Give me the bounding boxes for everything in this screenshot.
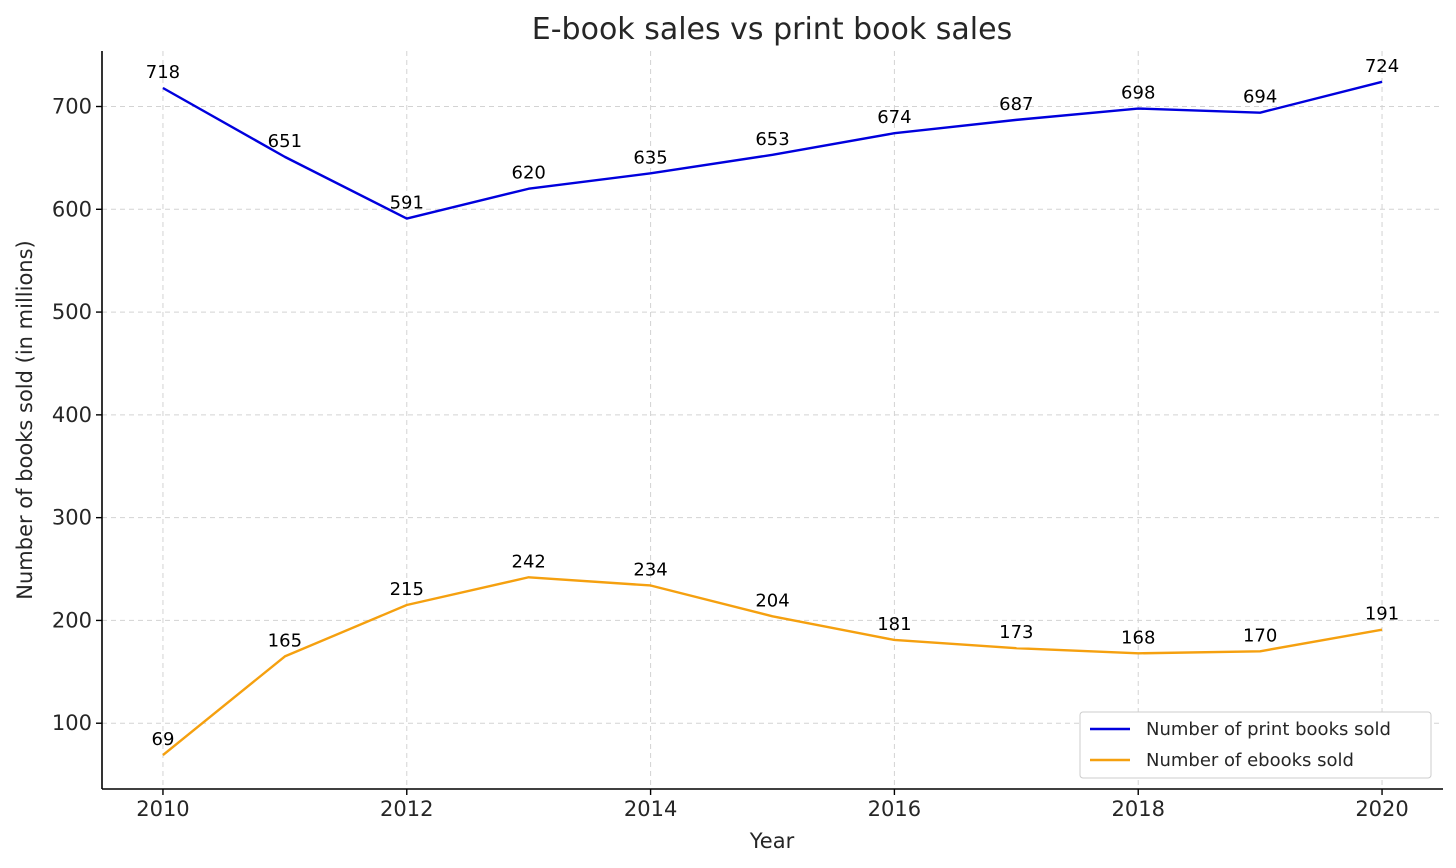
legend-label-ebooks: Number of ebooks sold bbox=[1146, 750, 1354, 771]
data-label: 651 bbox=[268, 131, 302, 152]
x-tick-label: 2020 bbox=[1355, 797, 1408, 821]
x-tick-label: 2010 bbox=[136, 797, 189, 821]
data-label: 181 bbox=[877, 614, 911, 635]
data-label: 687 bbox=[999, 94, 1033, 115]
legend-label-print: Number of print books sold bbox=[1146, 719, 1391, 740]
y-tick-label: 700 bbox=[52, 95, 92, 119]
x-tick-label: 2018 bbox=[1112, 797, 1165, 821]
y-axis-label: Number of books sold (in millions) bbox=[13, 240, 37, 599]
data-label: 69 bbox=[152, 729, 175, 750]
x-tick-label: 2014 bbox=[624, 797, 677, 821]
data-label: 165 bbox=[268, 630, 302, 651]
legend: Number of print books sold Number of ebo… bbox=[1079, 711, 1432, 779]
axes-layer: 2010 2012 2014 2016 2018 2020 100 200 300 400 500 6… bbox=[52, 51, 1443, 821]
x-tick-label: 2012 bbox=[380, 797, 433, 821]
x-axis-label: Year bbox=[749, 829, 795, 853]
series-line-print-books bbox=[162, 80, 1383, 220]
data-labels-layer: 718 651 591 620 635 653 674 687 698 694 724 69 165 21… bbox=[146, 56, 1399, 750]
data-label: 191 bbox=[1365, 604, 1399, 625]
data-label: 234 bbox=[633, 559, 667, 580]
legend-frame bbox=[1079, 711, 1432, 779]
y-tick-label: 300 bbox=[52, 506, 92, 530]
data-label: 653 bbox=[755, 129, 789, 150]
y-tick-label: 200 bbox=[52, 608, 92, 632]
data-label: 698 bbox=[1121, 83, 1155, 104]
data-label: 674 bbox=[877, 107, 911, 128]
data-label: 242 bbox=[512, 551, 546, 572]
data-label: 620 bbox=[512, 163, 546, 184]
data-label: 724 bbox=[1365, 56, 1399, 77]
grid-layer bbox=[102, 51, 1443, 789]
data-label: 591 bbox=[390, 193, 424, 214]
y-tick-label: 100 bbox=[52, 711, 92, 735]
x-tick-label: 2016 bbox=[868, 797, 921, 821]
y-tick-label: 400 bbox=[52, 403, 92, 427]
data-label: 168 bbox=[1121, 627, 1155, 648]
data-label: 635 bbox=[633, 147, 667, 168]
data-label: 170 bbox=[1243, 625, 1277, 646]
data-label: 204 bbox=[755, 590, 789, 611]
y-tick-label: 500 bbox=[52, 300, 92, 324]
series-layer bbox=[162, 80, 1383, 757]
data-label: 173 bbox=[999, 622, 1033, 643]
y-tick-label: 600 bbox=[52, 197, 92, 221]
series-line-ebooks bbox=[162, 576, 1383, 757]
data-label: 215 bbox=[390, 579, 424, 600]
data-label: 718 bbox=[146, 62, 180, 83]
data-label: 694 bbox=[1243, 87, 1277, 108]
chart-title: E-book sales vs print book sales bbox=[532, 12, 1012, 47]
